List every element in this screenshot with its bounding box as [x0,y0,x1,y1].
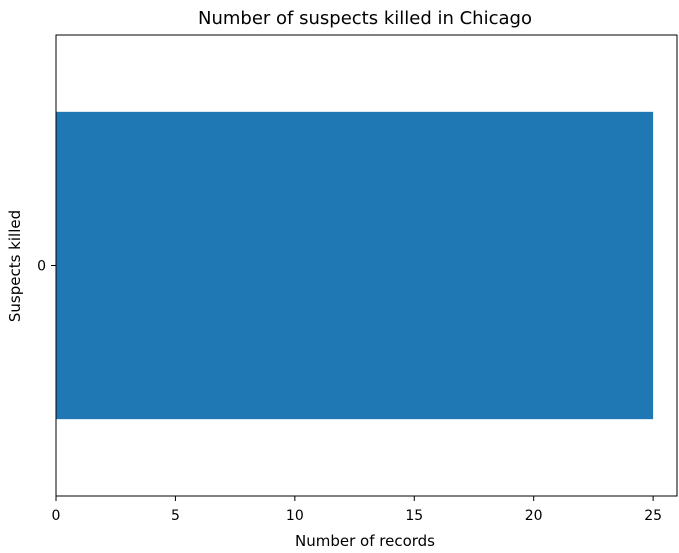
y-axis-label: Suspects killed [6,210,24,322]
x-tick-label: 10 [286,508,304,524]
x-tick-label: 20 [525,508,543,524]
x-tick-label: 0 [52,508,61,524]
chart-title: Number of suspects killed in Chicago [198,8,532,29]
x-tick-label: 25 [644,508,662,524]
bar-0 [56,111,654,420]
x-tick-label: 15 [405,508,423,524]
x-axis-label: Number of records [295,532,435,550]
x-tick-label: 5 [171,508,180,524]
y-axis-ticks: 0 [37,259,56,275]
bars-group [56,111,654,420]
y-tick-label: 0 [37,259,46,275]
x-axis-ticks: 0 5 10 15 20 25 [52,496,662,524]
